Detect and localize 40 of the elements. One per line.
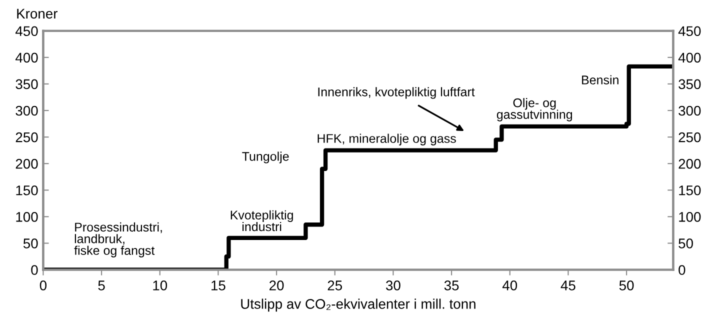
annotation: Innenriks, kvotepliktig luftfart [318,87,475,99]
y2-tick-label: 450 [678,26,701,36]
y-tick-label: 150 [16,185,38,196]
x-tick-label: 0 [40,280,47,290]
x-axis-title: Utslipp av CO₂-ekvivalenter i mill. tonn [241,298,476,312]
x-tick-label: 30 [386,280,400,290]
annotation: Tungolje [242,152,289,164]
y-tick-label: 350 [16,79,38,90]
annotation: Bensin [582,75,618,84]
y-tick-label: 250 [16,132,38,142]
x-tick-label: 45 [560,280,576,290]
x-tick-label: 35 [444,280,459,290]
x-tick-label: 10 [153,280,168,290]
y2-tick-label: 100 [679,212,701,222]
y2-tick-label: 50 [678,238,693,248]
y2-tick-label: 0 [678,265,686,275]
y-tick-label: 300 [16,106,38,116]
annotation: Kvotepliktig industri [230,210,293,232]
x-tick-label: 15 [212,280,226,290]
y2-tick-label: 150 [679,185,701,196]
x-tick-label: 20 [270,280,284,290]
y2-tick-label: 300 [678,106,701,116]
y-tick-label: 200 [16,158,38,169]
y2-tick-label: 250 [678,132,701,142]
y-tick-label: 100 [16,212,38,222]
annotation: HFK, mineralolje og gass [318,134,456,146]
x-tick-label: 25 [328,280,342,290]
x-tick-label: 40 [502,280,518,290]
annotation: Prosessindustri, landbruk, fiske og fangst [74,222,162,258]
y-axis-title: Kroner [17,8,58,19]
y-tick-label: 0 [31,265,38,275]
y2-tick-label: 200 [678,158,701,169]
y-tick-label: 400 [15,52,38,63]
annotation: Olje- og gassutvinning [496,98,572,122]
y2-tick-label: 350 [678,79,701,90]
x-tick-label: 50 [619,280,634,290]
y-tick-label: 450 [15,26,38,36]
y2-tick-label: 400 [678,52,701,63]
x-tick-label: 5 [98,280,105,290]
y-tick-label: 50 [23,238,38,248]
